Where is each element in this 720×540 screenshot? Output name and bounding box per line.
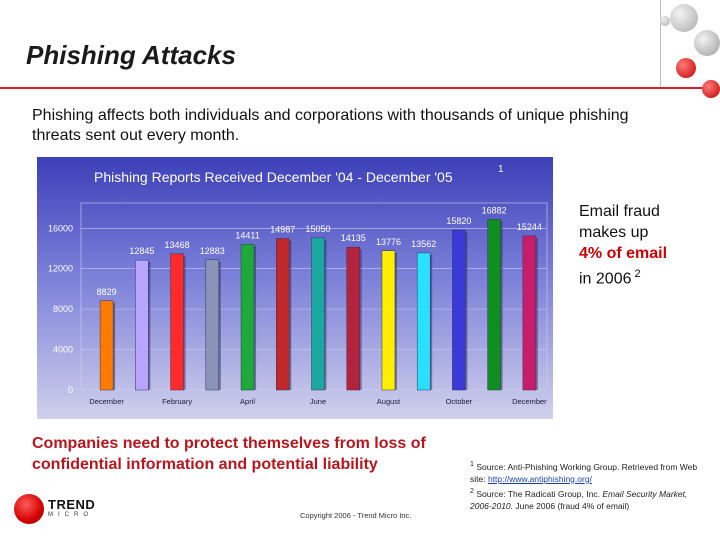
bar-value-label: 13776 — [376, 237, 401, 247]
copyright-text: Copyright 2006 - Trend Micro Inc. — [300, 511, 412, 520]
bar-september-9 — [416, 252, 431, 391]
y-tick-label: 16000 — [48, 223, 73, 233]
title-frame — [12, 0, 661, 88]
note-line-2: makes up — [579, 224, 649, 241]
bar-shadow — [359, 249, 362, 390]
email-fraud-note: Email fraud makes up 4% of email in 2006… — [579, 201, 709, 289]
bar-value-label: 15244 — [517, 222, 542, 232]
bar-december-0 — [99, 300, 114, 391]
decor-sphere-2 — [694, 30, 720, 56]
bar-shadow — [183, 255, 186, 390]
x-tick-label: April — [240, 397, 255, 406]
bar-value-label: 13562 — [411, 239, 436, 249]
bar-may-5 — [276, 238, 290, 391]
decor-sphere-3 — [676, 58, 696, 78]
bar-december-12 — [522, 235, 537, 391]
footnote-1: 1 Source: Anti-Phishing Working Group. R… — [470, 458, 710, 485]
phishing-chart: Phishing Reports Received December '04 -… — [37, 157, 553, 419]
bar-march-3 — [205, 259, 220, 391]
bar-shadow — [148, 262, 151, 390]
bar-shadow — [500, 221, 503, 390]
y-tick-label: 4000 — [53, 345, 73, 355]
callout-text: Companies need to protect themselves fro… — [32, 435, 426, 473]
bar-value-label: 16882 — [482, 205, 507, 215]
bar-july-7 — [346, 246, 360, 391]
bar-value-label: 14135 — [341, 233, 366, 243]
note-line-1: Email fraud — [579, 203, 660, 220]
x-tick-label: June — [310, 397, 326, 406]
x-tick-label: December — [512, 397, 547, 406]
bar-value-label: 12883 — [200, 246, 225, 256]
bar-value-label: 8829 — [97, 287, 117, 297]
bar-june-6 — [311, 237, 325, 391]
x-tick-label: February — [162, 397, 192, 406]
x-tick-label: August — [377, 397, 401, 406]
bar-february-2 — [170, 253, 184, 391]
decor-sphere-4 — [702, 80, 720, 98]
bar-october-10 — [452, 229, 466, 391]
bar-august-8 — [381, 250, 396, 391]
bar-value-label: 14411 — [235, 230, 259, 240]
bar-shadow — [289, 240, 292, 390]
bar-shadow — [465, 232, 468, 390]
footnote-2: 2 Source: The Radicati Group, Inc. Email… — [470, 485, 710, 512]
source-link[interactable]: http://www.antiphishing.org/ — [487, 473, 592, 484]
decor-sphere-5 — [660, 16, 670, 26]
bar-january-1 — [135, 259, 149, 391]
note-line-3: in 2006 2 — [579, 264, 709, 289]
footnotes: 1 Source: Anti-Phishing Working Group. R… — [470, 458, 710, 512]
footnote-2-num: 2 — [470, 486, 474, 495]
bar-shadow — [324, 239, 327, 390]
note-highlight: 4% of email — [579, 245, 668, 262]
y-tick-label: 0 — [68, 385, 73, 395]
title-divider — [0, 87, 720, 89]
bar-shadow — [430, 254, 433, 390]
bar-value-label: 15050 — [305, 224, 330, 234]
note-ref: 2 — [634, 268, 641, 280]
note-line-3-text: in 2006 — [579, 270, 632, 288]
decor-sphere-1 — [670, 4, 698, 32]
footnote-2-text: Source: The Radicati Group, Inc. — [476, 488, 600, 499]
footnote-2-italic: Email Security Market, 2006-2010. — [470, 488, 688, 511]
y-tick-label: 8000 — [53, 304, 73, 314]
bar-value-label: 14987 — [270, 225, 295, 235]
bar-shadow — [535, 237, 538, 390]
chart-title: Phishing Reports Received December '04 -… — [94, 169, 453, 185]
bar-value-label: 12845 — [129, 246, 154, 256]
x-tick-label: December — [89, 397, 124, 406]
x-tick-label: October — [446, 397, 473, 406]
logo-sub: MICRO — [48, 512, 93, 518]
chart-svg: Phishing Reports Received December '04 -… — [37, 157, 553, 419]
bar-november-11 — [487, 219, 501, 391]
bar-april-4 — [240, 244, 255, 391]
bar-shadow — [394, 252, 397, 390]
bar-shadow — [254, 246, 257, 390]
chart-title-ref: 1 — [498, 164, 504, 175]
bar-value-label: 13468 — [165, 240, 190, 250]
bar-shadow — [218, 261, 221, 390]
bar-shadow — [113, 302, 116, 390]
logo-word: TREND — [48, 497, 96, 512]
intro-paragraph: Phishing affects both individuals and co… — [32, 107, 629, 144]
y-tick-label: 12000 — [48, 264, 73, 274]
footnote-1-num: 1 — [470, 460, 474, 468]
trend-micro-logo: TREND MICRO — [14, 494, 104, 524]
footnote-1-text: Source: Anti-Phishing Working Group. Ret… — [470, 461, 698, 484]
logo-ball-icon — [14, 494, 44, 524]
page-title: Phishing Attacks — [26, 40, 236, 70]
bar-value-label: 15820 — [446, 216, 471, 226]
footnote-2-tail: June 2006 (fraud 4% of email) — [515, 500, 630, 511]
